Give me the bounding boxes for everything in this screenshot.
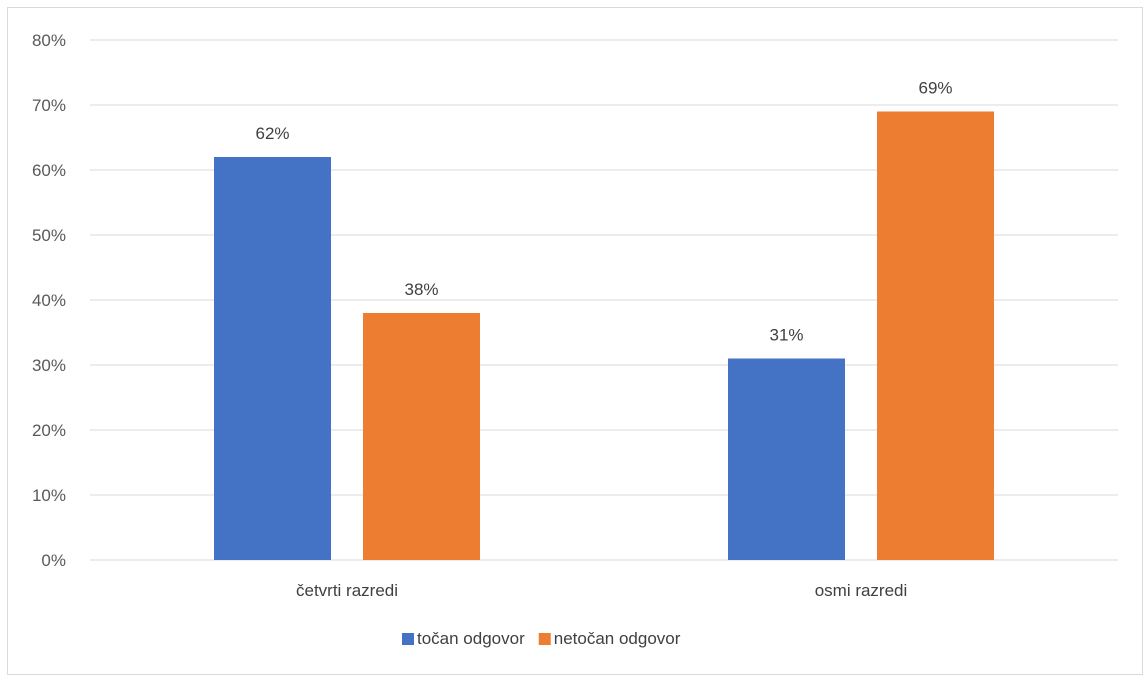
- legend-label: točan odgovor: [417, 629, 525, 648]
- y-axis-tick-labels: 0% 10% 20% 30% 40% 50% 60% 70% 80%: [32, 31, 66, 570]
- y-tick-label: 80%: [32, 31, 66, 50]
- bar: [214, 157, 331, 560]
- data-labels: 62% 38% 31% 69%: [255, 79, 952, 345]
- category-label: osmi razredi: [815, 581, 908, 600]
- data-label: 62%: [255, 124, 289, 143]
- legend-label: netočan odgovor: [554, 629, 681, 648]
- bar: [363, 313, 480, 560]
- y-tick-label: 60%: [32, 161, 66, 180]
- category-labels: četvrti razredi osmi razredi: [296, 581, 907, 600]
- data-label: 38%: [404, 280, 438, 299]
- data-label: 31%: [769, 326, 803, 345]
- bar: [728, 358, 845, 560]
- bars: [214, 111, 994, 560]
- y-tick-label: 50%: [32, 226, 66, 245]
- y-tick-label: 70%: [32, 96, 66, 115]
- legend: točan odgovor netočan odgovor: [402, 629, 681, 648]
- y-tick-label: 10%: [32, 486, 66, 505]
- y-tick-label: 30%: [32, 356, 66, 375]
- y-tick-label: 40%: [32, 291, 66, 310]
- bar: [877, 111, 994, 560]
- legend-swatch: [538, 633, 551, 645]
- category-label: četvrti razredi: [296, 581, 398, 600]
- y-tick-label: 0%: [41, 551, 66, 570]
- data-label: 69%: [918, 79, 952, 98]
- y-tick-label: 20%: [32, 421, 66, 440]
- legend-swatch: [402, 633, 414, 645]
